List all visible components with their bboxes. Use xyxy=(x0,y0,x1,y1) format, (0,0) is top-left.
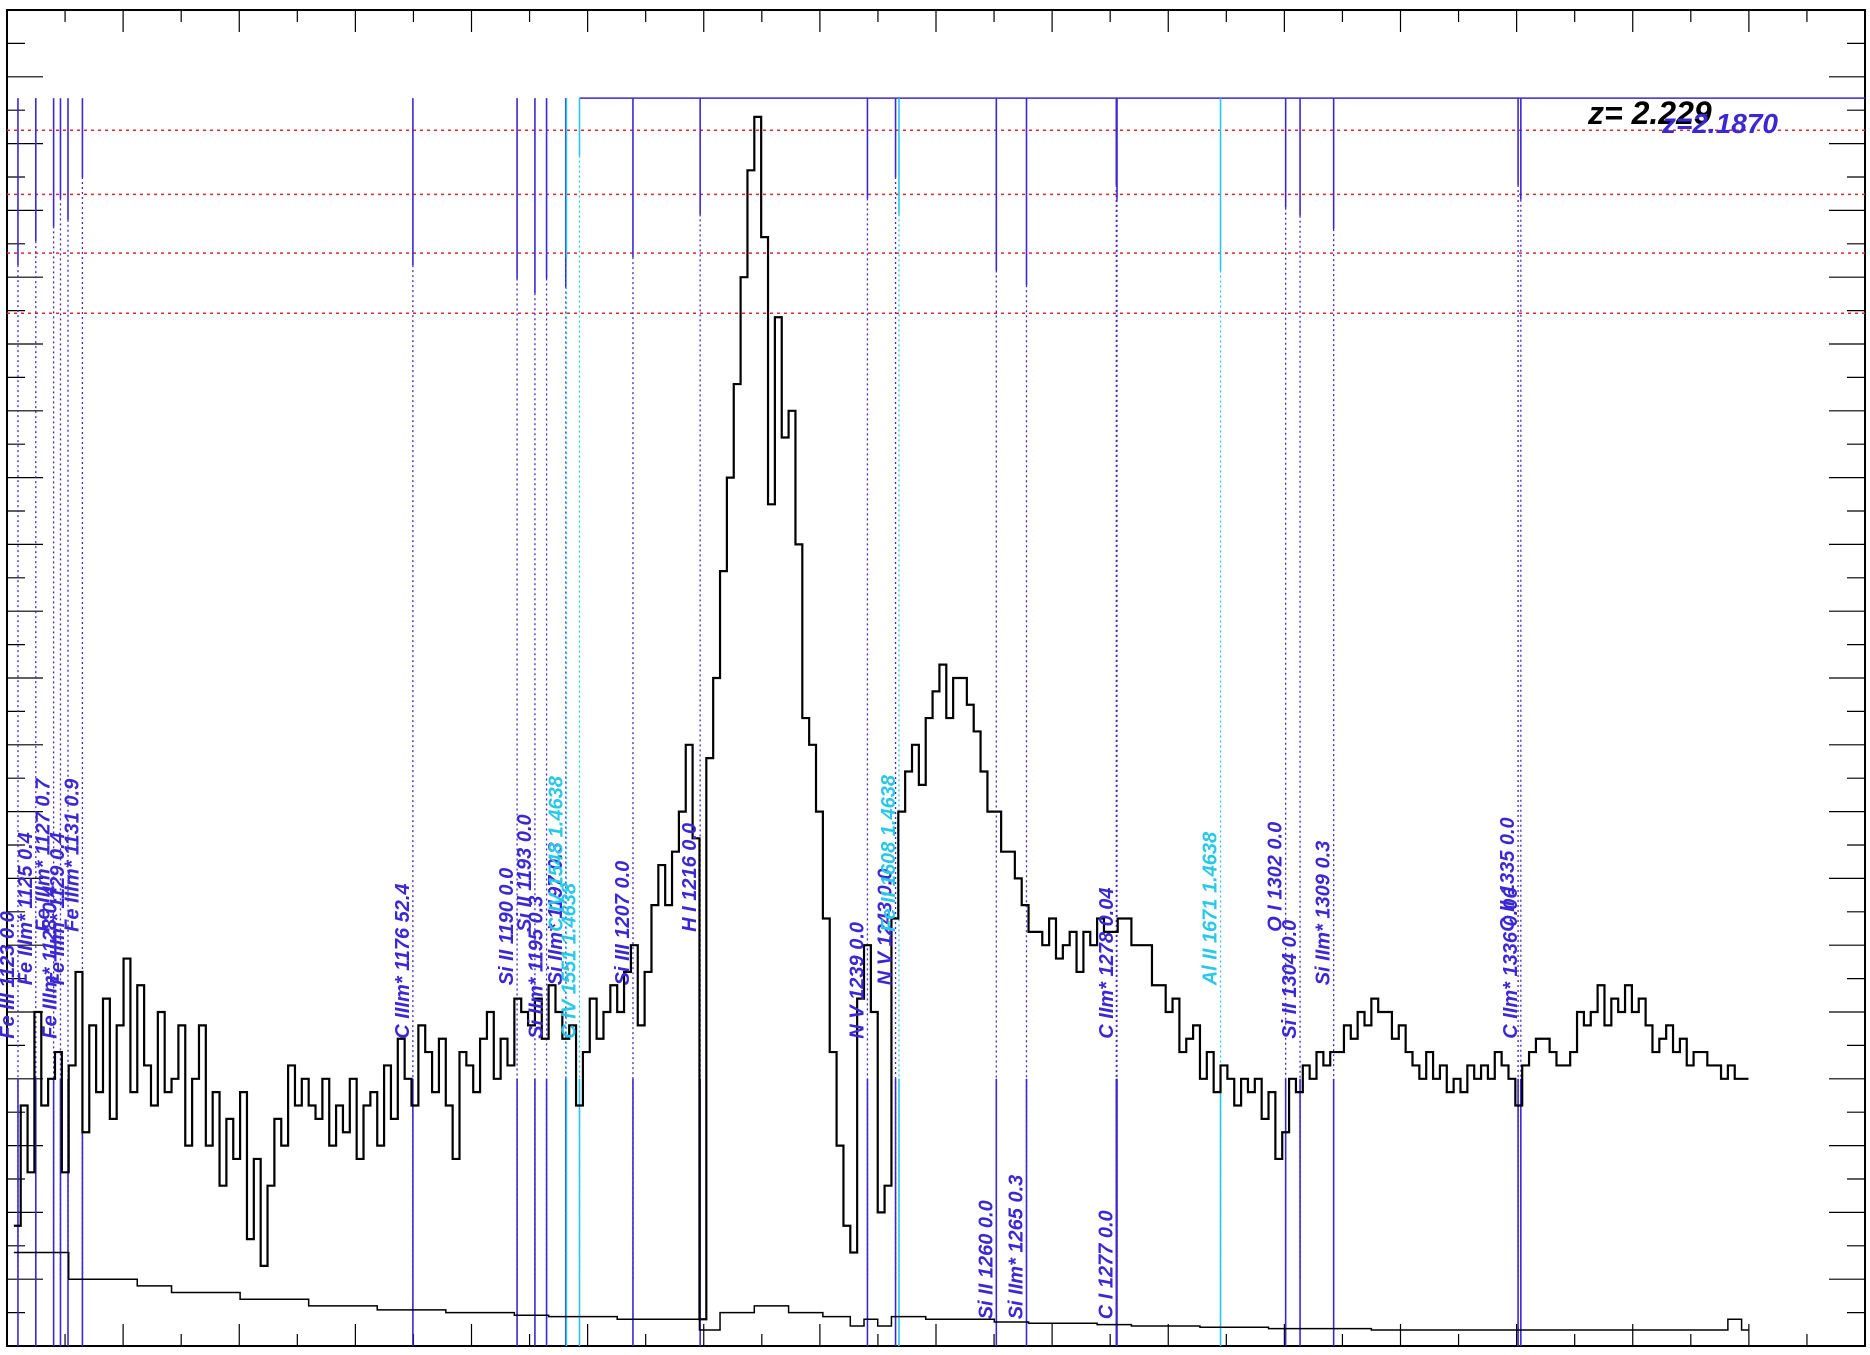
line-label: Fe IIIm* 1131 0.9 xyxy=(61,778,83,932)
line-label: C IIm* 1336 0.06 xyxy=(1500,887,1522,1039)
spectrum-series xyxy=(13,115,1749,1331)
line-label: Si III 1207 0.0 xyxy=(612,861,634,986)
line-label: Fe II 1608 1.4638 xyxy=(878,774,900,932)
line-label: C IV 1548 1.4638 xyxy=(545,775,567,932)
line-label: Si IIm* 1195 0.3 xyxy=(526,896,548,1039)
flux-series xyxy=(13,115,1749,1321)
line-label: Si IIm* 1309 0.3 xyxy=(1313,841,1335,986)
line-label: H I 1216 0.0 xyxy=(679,823,701,932)
line-label: C II 1335 0.0 xyxy=(1497,817,1519,932)
line-label: Fe IIIm* 1127 0.7 xyxy=(33,778,55,932)
line-label: Si IIm* 1265 0.3 xyxy=(1006,1175,1028,1320)
line-label: Si II 1304 0.0 xyxy=(1279,920,1301,1039)
line-label: Fe IIIm* 1128 0.4 xyxy=(39,886,61,1039)
line-label: Si II 1260 0.0 xyxy=(975,1200,997,1319)
line-label: Fe IIIm* 1125 0.4 xyxy=(15,832,37,985)
line-label: C IIm* 1278 0.04 xyxy=(1096,888,1118,1039)
line-label: C I 1277 0.0 xyxy=(1095,1210,1117,1319)
line-labels: Fe III 1123 0.0Fe IIIm* 1125 0.4Fe IIIm*… xyxy=(0,774,1522,1319)
error-series xyxy=(13,1251,1749,1331)
line-label: Si IIm* 1197 0.3 xyxy=(545,842,567,985)
line-label: Fe IIIm* 1129 0.4 xyxy=(47,832,69,985)
line-label: C IIIm* 1176 52.4 xyxy=(392,883,414,1038)
line-label: O I 1302 0.0 xyxy=(1265,822,1287,932)
reference-levels xyxy=(7,97,1865,315)
line-label: Fe III 1123 0.0 xyxy=(0,911,19,1039)
line-label: Si II 1190 0.0 xyxy=(496,868,518,986)
line-label: Si II 1193 0.0 xyxy=(514,814,536,932)
redshift-labels: z= 2.229 z=2.1870 xyxy=(1587,95,1778,139)
redshift-label-primary: z= 2.229 xyxy=(1587,95,1712,131)
axis-ticks xyxy=(6,9,1866,1347)
absorption-line-markers xyxy=(17,98,1522,1346)
line-label: N V 1239 0.0 xyxy=(846,922,868,1039)
redshift-label-secondary: z=2.1870 xyxy=(1661,108,1778,139)
line-label: C IV 1551 1.4638 xyxy=(558,882,580,1039)
line-label: N V 1243 0.0 xyxy=(875,869,897,986)
line-label: Al II 1671 1.4638 xyxy=(1200,831,1222,986)
